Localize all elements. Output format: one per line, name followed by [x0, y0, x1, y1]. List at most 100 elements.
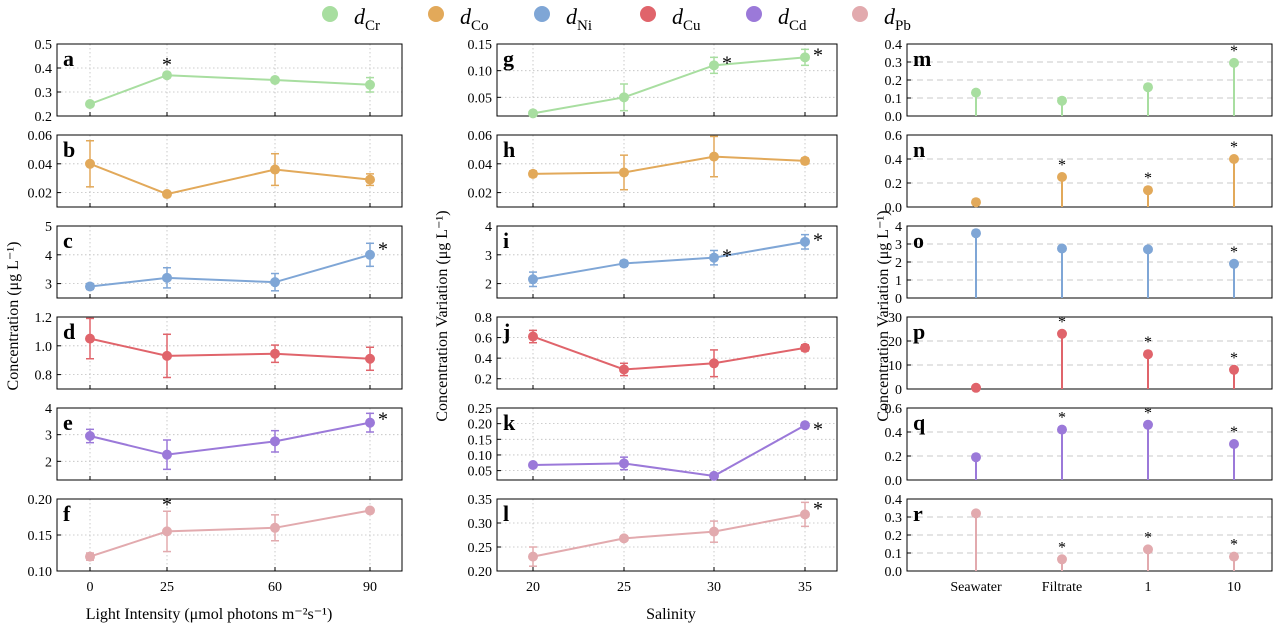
significance-marker: * [1058, 539, 1066, 556]
lollipop-head [971, 228, 981, 239]
lollipop-head [971, 382, 981, 393]
significance-marker: * [378, 238, 388, 260]
y-axis-label-col3: Concentration Variation (μg L⁻¹) [875, 210, 892, 421]
legend: dCr dCo dNi dCu dCd dPb [322, 4, 911, 34]
y-tick-label: 4 [45, 402, 52, 417]
x-tick-label: Seawater [950, 580, 1002, 595]
panel-i: 2 3 4i * * [485, 220, 838, 299]
data-point [162, 449, 172, 460]
legend-label-cr: dCr [354, 4, 380, 34]
legend-label-ni: dNi [566, 4, 592, 34]
series-line [89, 74, 371, 105]
y-tick-label: 0.1 [885, 92, 903, 107]
significance-marker: * [1144, 529, 1152, 546]
lollipop-head [971, 452, 981, 463]
significance-marker: * [813, 44, 823, 66]
lollipop-head [1143, 349, 1153, 360]
panel-letter: l [503, 501, 509, 526]
y-tick-label: 4 [45, 249, 52, 264]
significance-marker: * [813, 419, 823, 441]
significance-marker: * [378, 408, 388, 430]
panel-letter: d [63, 319, 75, 344]
series-line [532, 56, 806, 115]
panel-frame [496, 498, 838, 572]
panel-letter: k [503, 410, 516, 435]
y-tick-label: 0.2 [35, 110, 53, 125]
data-point [528, 551, 538, 562]
data-point [528, 168, 538, 179]
data-point [800, 52, 810, 63]
panel-frame [56, 316, 403, 390]
data-point [270, 522, 280, 533]
y-tick-label: 0.6 [475, 332, 493, 347]
y-tick-label: 0.5 [35, 38, 53, 53]
y-tick-label: 0.15 [468, 38, 493, 53]
data-point [270, 75, 280, 85]
x-tick-label: 0 [87, 580, 94, 595]
lollipop-head [1057, 172, 1067, 182]
data-point [800, 420, 810, 431]
series-line [89, 253, 371, 288]
series-line [89, 337, 371, 360]
x-axis-label-col2: Salinity [646, 606, 696, 623]
lollipop-head [1057, 95, 1067, 106]
data-point [85, 333, 95, 344]
x-axis-label-col1: Light Intensity (μmol photons m⁻²s⁻¹) [86, 606, 333, 623]
series-line [532, 424, 806, 477]
data-point [528, 331, 538, 342]
panel-letter: q [913, 410, 926, 435]
y-tick-label: 4 [485, 220, 492, 235]
lollipop-head [1229, 551, 1239, 562]
y-tick-label: 0.20 [28, 493, 53, 508]
data-point [365, 174, 375, 185]
panel-m: 0.0 0.1 0.2 0.3 0.4 m * [885, 38, 1273, 125]
y-tick-label: 0.4 [475, 352, 493, 367]
panel-frame [496, 316, 838, 390]
significance-marker: * [1230, 537, 1238, 554]
data-point [619, 92, 629, 103]
data-point [528, 274, 538, 285]
significance-marker: * [1230, 43, 1238, 60]
y-tick-label: 0.2 [475, 373, 493, 388]
significance-marker: * [1058, 157, 1066, 174]
y-tick-label: 3 [45, 278, 52, 293]
data-point [709, 60, 719, 71]
legend-marker-ni [534, 6, 550, 22]
panel-q: 0.0 0.2 0.4 0.6 q * * * [885, 402, 1273, 489]
lollipop-head [1229, 439, 1239, 449]
y-tick-label: 0.15 [468, 433, 493, 448]
significance-marker: * [722, 245, 732, 267]
panel-letter: e [63, 410, 73, 435]
y-tick-label: 4 [895, 220, 902, 235]
data-point [365, 353, 375, 364]
panel-h: 0.02 0.04 0.06 h [468, 129, 838, 208]
panel-letter: f [63, 501, 71, 526]
y-tick-label: 10 [888, 359, 902, 374]
x-tick-label: 25 [160, 580, 174, 595]
lollipop-head [971, 197, 981, 208]
data-point [619, 533, 629, 544]
panel-frame [56, 407, 403, 481]
significance-marker: * [813, 230, 823, 252]
y-tick-label: 3 [45, 429, 52, 444]
significance-marker: * [1058, 314, 1066, 331]
significance-marker: * [1230, 424, 1238, 441]
x-tick-label: 30 [707, 580, 721, 595]
y-tick-label: 0.2 [885, 529, 903, 544]
series-line [532, 513, 806, 558]
panel-e: 2 3 4e * [45, 402, 403, 481]
data-point [365, 505, 375, 516]
y-tick-label: 1.2 [35, 311, 53, 326]
y-tick-label: 1 [895, 274, 902, 289]
y-tick-label: 0.4 [35, 62, 53, 77]
data-point [619, 258, 629, 269]
panel-letter: i [503, 228, 509, 253]
y-tick-label: 0.25 [468, 541, 493, 556]
series-line [89, 421, 371, 456]
y-tick-label: 30 [888, 311, 902, 326]
y-tick-label: 0.0 [885, 201, 903, 216]
y-tick-label: 0.06 [468, 129, 493, 144]
data-point [162, 70, 172, 81]
data-point [85, 99, 95, 109]
panel-letter: o [913, 228, 924, 253]
